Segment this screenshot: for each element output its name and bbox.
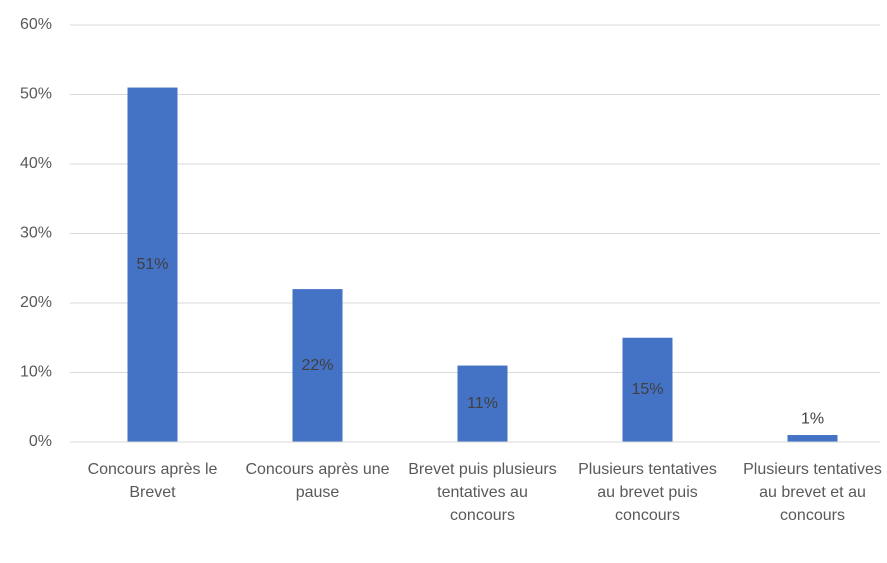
y-tick-label: 50% xyxy=(20,86,52,103)
data-label: 1% xyxy=(801,410,824,427)
data-label: 15% xyxy=(631,381,663,398)
bar xyxy=(787,435,838,442)
data-label: 51% xyxy=(136,256,168,273)
x-tick-label: Plusieurs tentatives au brevet et au con… xyxy=(743,461,882,524)
x-tick-label: Brevet puis plusieurs tentatives au conc… xyxy=(408,461,557,524)
x-tick-label: Concours après le Brevet xyxy=(87,461,218,501)
y-tick-label: 0% xyxy=(29,433,52,450)
data-label: 22% xyxy=(301,357,333,374)
y-tick-label: 20% xyxy=(20,294,52,311)
y-tick-label: 60% xyxy=(20,16,52,33)
y-tick-label: 40% xyxy=(20,155,52,172)
bar xyxy=(622,337,673,442)
y-tick-label: 30% xyxy=(20,225,52,242)
data-label: 11% xyxy=(467,395,498,412)
x-tick-label: Plusieurs tentatives au brevet puis conc… xyxy=(578,461,717,524)
bar xyxy=(457,365,508,442)
bar xyxy=(127,87,178,443)
bar xyxy=(292,289,343,442)
x-tick-label: Concours après une pause xyxy=(245,461,390,501)
y-tick-label: 10% xyxy=(20,364,52,381)
